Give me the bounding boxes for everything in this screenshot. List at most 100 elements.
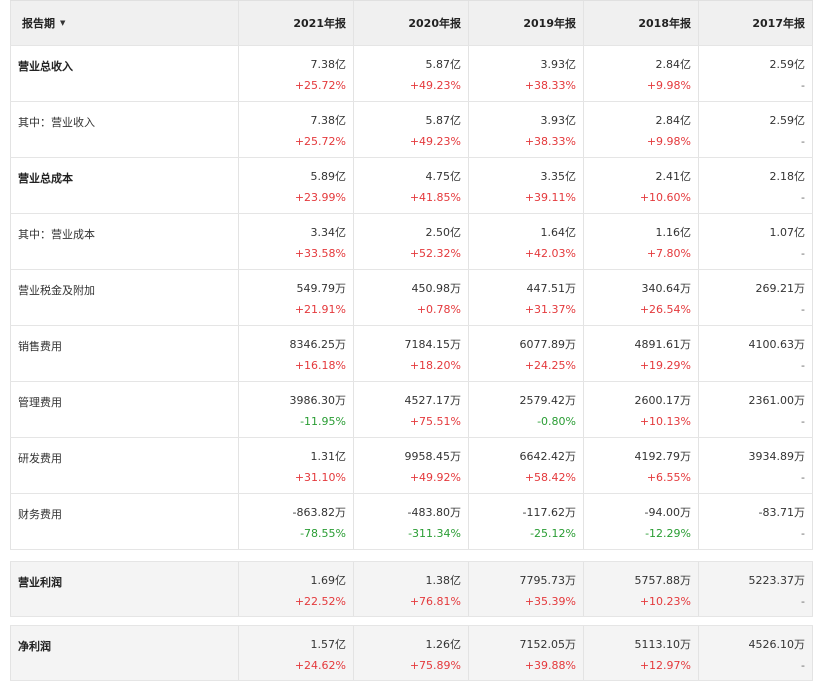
value-cell: 5.87亿 +49.23%: [354, 102, 469, 157]
yoy-change: +33.58%: [294, 247, 346, 260]
yoy-change: +9.98%: [646, 79, 691, 92]
yoy-change: +35.39%: [524, 595, 576, 608]
value-text: 1.64亿: [540, 226, 577, 239]
yoy-change: -: [801, 247, 805, 260]
value-text: 2.84亿: [655, 114, 692, 127]
value-cell: 4192.79万 +6.55%: [584, 438, 699, 493]
table-row: 营业总收入 7.38亿 +25.72% 5.87亿 +49.23% 3.93亿 +38.33…: [10, 46, 813, 102]
yoy-change: +10.60%: [639, 191, 691, 204]
yoy-change: +25.72%: [294, 79, 346, 92]
yoy-change: +7.80%: [646, 247, 691, 260]
value-cell: 1.31亿 +31.10%: [239, 438, 354, 493]
table-row: 财务费用 -863.82万 -78.55% -483.80万 -311.34% -117.…: [10, 494, 813, 550]
value-cell: 5757.88万 +10.23%: [584, 562, 699, 616]
table-row: 研发费用 1.31亿 +31.10% 9958.45万 +49.92% 6642.42万 +…: [10, 438, 813, 494]
yoy-change: +31.37%: [524, 303, 576, 316]
value-cell: 4100.63万 -: [699, 326, 813, 381]
value-cell: 2579.42万 -0.80%: [469, 382, 584, 437]
value-text: 6642.42万: [519, 450, 577, 463]
value-cell: 1.38亿 +76.81%: [354, 562, 469, 616]
value-text: 1.57亿: [310, 638, 347, 651]
row-label: 其中：营业收入: [18, 116, 95, 129]
yoy-change: +24.62%: [294, 659, 346, 672]
value-cell: 2.84亿 +9.98%: [584, 46, 699, 101]
yoy-change: +76.81%: [409, 595, 461, 608]
value-text: 5113.10万: [634, 638, 692, 651]
value-cell: 4891.61万 +19.29%: [584, 326, 699, 381]
value-cell: 1.16亿 +7.80%: [584, 214, 699, 269]
row-label: 其中：营业成本: [18, 228, 95, 241]
value-cell: 3986.30万 -11.95%: [239, 382, 354, 437]
yoy-change: +42.03%: [524, 247, 576, 260]
yoy-change: -78.55%: [300, 527, 346, 540]
row-label-cell: 其中：营业收入: [10, 102, 239, 157]
row-label-cell: 其中：营业成本: [10, 214, 239, 269]
row-label-cell: 营业税金及附加: [10, 270, 239, 325]
value-text: 2.84亿: [655, 58, 692, 71]
value-cell: 7795.73万 +35.39%: [469, 562, 584, 616]
yoy-change: +49.92%: [409, 471, 461, 484]
yoy-change: +26.54%: [639, 303, 691, 316]
value-cell: 9958.45万 +49.92%: [354, 438, 469, 493]
yoy-change: -: [801, 191, 805, 204]
value-text: 1.07亿: [769, 226, 806, 239]
table-header: 报告期 ▼ 2021年报 2020年报 2019年报 2018年报 2017年报: [10, 0, 813, 46]
value-cell: 1.69亿 +22.52%: [239, 562, 354, 616]
value-text: 1.69亿: [310, 574, 347, 587]
value-text: 7.38亿: [310, 58, 347, 71]
row-label: 营业利润: [18, 576, 62, 589]
yoy-change: +49.23%: [409, 135, 461, 148]
value-text: 2.41亿: [655, 170, 692, 183]
yoy-change: -311.34%: [408, 527, 461, 540]
column-header-2019[interactable]: 2019年报: [469, 1, 584, 45]
value-cell: 7152.05万 +39.88%: [469, 626, 584, 680]
yoy-change: +0.78%: [416, 303, 461, 316]
yoy-change: +19.29%: [639, 359, 691, 372]
table-row: 净利润 1.57亿 +24.62% 1.26亿 +75.89% 7152.05万 +39.8…: [10, 625, 813, 681]
yoy-change: +16.18%: [294, 359, 346, 372]
value-text: 2.18亿: [769, 170, 806, 183]
yoy-change: +39.88%: [524, 659, 576, 672]
value-cell: 2.59亿 -: [699, 102, 813, 157]
yoy-change: +31.10%: [294, 471, 346, 484]
row-label-cell: 营业总收入: [10, 46, 239, 101]
value-cell: 3934.89万 -: [699, 438, 813, 493]
value-cell: -863.82万 -78.55%: [239, 494, 354, 549]
yoy-change: +75.89%: [409, 659, 461, 672]
value-text: 447.51万: [526, 282, 577, 295]
yoy-change: +10.13%: [639, 415, 691, 428]
row-label-cell: 净利润: [10, 626, 239, 680]
yoy-change: +12.97%: [639, 659, 691, 672]
yoy-change: -12.29%: [645, 527, 691, 540]
column-header-2020[interactable]: 2020年报: [354, 1, 469, 45]
value-text: 340.64万: [641, 282, 692, 295]
yoy-change: +23.99%: [294, 191, 346, 204]
value-text: 1.16亿: [655, 226, 692, 239]
value-text: -83.71万: [758, 506, 805, 519]
value-text: 4100.63万: [748, 338, 806, 351]
value-cell: 549.79万 +21.91%: [239, 270, 354, 325]
value-text: 1.38亿: [425, 574, 462, 587]
value-text: 5.89亿: [310, 170, 347, 183]
value-cell: 4.75亿 +41.85%: [354, 158, 469, 213]
value-text: 6077.89万: [519, 338, 577, 351]
value-text: 4.75亿: [425, 170, 462, 183]
value-cell: 1.57亿 +24.62%: [239, 626, 354, 680]
yoy-change: +58.42%: [524, 471, 576, 484]
column-header-2021[interactable]: 2021年报: [239, 1, 354, 45]
column-header-2018[interactable]: 2018年报: [584, 1, 699, 45]
row-label-cell: 营业利润: [10, 562, 239, 616]
value-text: 549.79万: [296, 282, 347, 295]
yoy-change: +6.55%: [646, 471, 691, 484]
value-cell: 340.64万 +26.54%: [584, 270, 699, 325]
value-text: 1.26亿: [425, 638, 462, 651]
value-cell: 7.38亿 +25.72%: [239, 46, 354, 101]
yoy-change: +75.51%: [409, 415, 461, 428]
yoy-change: -0.80%: [537, 415, 576, 428]
period-selector[interactable]: 报告期 ▼: [10, 1, 239, 45]
row-label-cell: 财务费用: [10, 494, 239, 549]
value-cell: 1.26亿 +75.89%: [354, 626, 469, 680]
value-text: 2.59亿: [769, 58, 806, 71]
value-cell: 5.87亿 +49.23%: [354, 46, 469, 101]
column-header-2017[interactable]: 2017年报: [699, 1, 813, 45]
